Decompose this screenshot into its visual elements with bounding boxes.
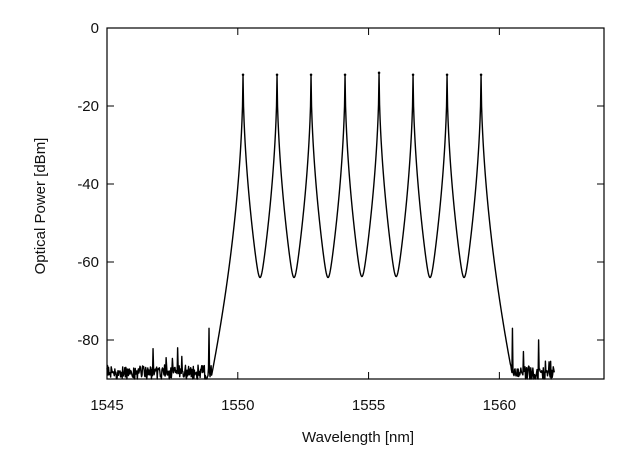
y-tick-label: -80 [77,332,99,349]
y-axis: 0 -20 -40 -60 -80 [77,20,604,349]
x-tick-label: 1545 [90,397,123,414]
x-axis-label: Wavelength [nm] [302,429,414,446]
spectrum-series [106,71,555,380]
x-axis: 1545 1550 1555 1560 [90,28,516,414]
y-tick-label: 0 [91,20,99,37]
y-tick-label: -40 [77,176,99,193]
x-tick-label: 1550 [221,397,254,414]
y-axis-label: Optical Power [dBm] [32,138,49,275]
plot-area [106,27,605,380]
y-tick-label: -20 [77,98,99,115]
spectrum-trace [106,72,555,380]
x-tick-label: 1560 [483,397,516,414]
x-tick-label: 1555 [352,397,385,414]
y-tick-label: -60 [77,254,99,271]
plot-frame [106,27,605,380]
